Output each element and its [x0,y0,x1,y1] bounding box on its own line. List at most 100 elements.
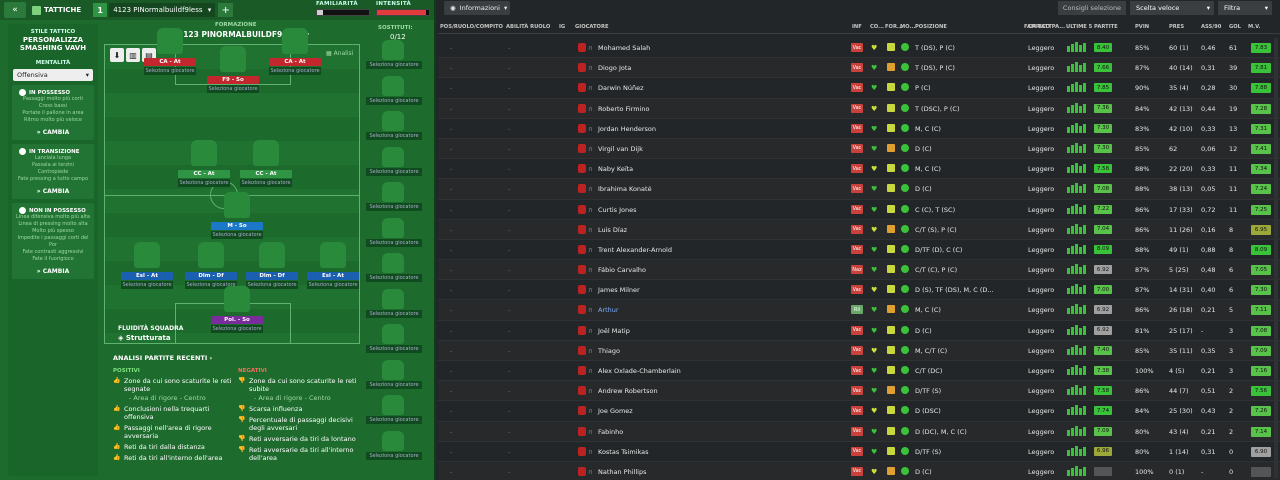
player-name[interactable]: Trent Alexander-Arnold [598,245,672,254]
column-header[interactable]: POSIZIONE [915,24,947,30]
sub-slot[interactable]: Seleziona giocatore [364,217,426,248]
position-role-tag[interactable]: Esl - At [307,272,359,280]
sub-player-select[interactable]: Seleziona giocatore [366,238,422,247]
filtra-button[interactable]: Filtra ▾ [1218,1,1272,15]
table-row[interactable]: - - ∩ Ibrahima Konaté Vac ♥ D (C) Leggero 7.08 88… [438,179,1280,200]
table-row[interactable]: - - ∩ Kostas Tsimikas Vac ♥ D/TF (S) Leggero 6.9… [438,442,1280,462]
tab-tattiche[interactable]: TATTICHE [32,5,81,15]
column-header[interactable]: MO... [900,24,916,30]
player-name[interactable]: Ibrahima Konaté [598,185,652,194]
sub-slot[interactable]: Seleziona giocatore [364,253,426,283]
player-shirt-icon[interactable] [224,286,250,312]
player-name[interactable]: James Milner [598,286,640,295]
player-shirt-icon[interactable] [220,46,246,72]
column-header[interactable]: PRES [1169,24,1185,30]
column-header[interactable]: POS/RUOLO/COMPITO [440,24,503,30]
column-header[interactable]: PVIN [1135,24,1150,30]
position-role-tag[interactable]: Dlm - Df [185,272,237,280]
position-player-select[interactable]: Seleziona giocatore [307,281,359,289]
position-player-select[interactable]: Seleziona giocatore [246,281,298,289]
player-shirt-icon[interactable] [191,140,217,166]
table-row[interactable]: - - ∩ Nathan Phillips Vac ♥ D (C) Leggero 100% 0 … [438,461,1280,480]
sub-slot[interactable]: Seleziona giocatore [364,324,426,354]
position-role-tag[interactable]: M - So [211,222,263,230]
column-header[interactable]: ASS/90 [1201,24,1222,30]
column-header[interactable]: CO... [870,24,885,30]
back-button[interactable]: « [4,2,26,18]
table-row[interactable]: - - ∩ Trent Alexander-Arnold Vac ♥ D/TF (D), C… [438,240,1280,261]
position-player-select[interactable]: Seleziona giocatore [178,179,230,187]
table-row[interactable]: - - ∩ Arthur Ril ♥ M, C (C) Leggero 6.92 86% 26 (1… [438,300,1280,321]
table-row[interactable]: - - ∩ Naby Keïta Vac ♥ M, C (C) Leggero 7.58 88% 2… [438,159,1280,180]
player-name[interactable]: Naby Keïta [598,165,634,174]
player-name[interactable]: Curtis Jones [598,205,637,214]
cambia-button[interactable]: » CAMBIA [15,268,91,275]
position-role-tag[interactable]: F9 - So [207,76,259,84]
sub-slot[interactable]: Seleziona giocatore [364,75,426,106]
column-header[interactable]: ABILITÀ RUOLO [506,24,551,30]
sub-player-select[interactable]: Seleziona giocatore [366,309,422,318]
sub-slot[interactable]: Seleziona giocatore [364,40,426,70]
column-header[interactable]: FOR... [885,24,903,30]
column-header[interactable]: M.V. [1248,24,1261,30]
sub-slot[interactable]: Seleziona giocatore [364,395,426,425]
sub-slot[interactable]: Seleziona giocatore [364,288,426,319]
player-name[interactable]: Nathan Phillips [598,467,647,476]
table-row[interactable]: - - ∩ Darwin Núñez Vac ♥ P (C) Leggero 7.85 90% 35… [438,78,1280,99]
table-row[interactable]: - - ∩ Andrew Robertson Vac ♥ D/TF (S) Leggero 7.… [438,381,1280,402]
table-row[interactable]: - - ∩ Fabinho Vac ♥ D (DC), M, C (C) Leggero 7.0… [438,421,1280,442]
position-player-select[interactable]: Seleziona giocatore [144,67,196,75]
position-player-select[interactable]: Seleziona giocatore [211,231,263,239]
mentalita-select[interactable]: Offensiva ▾ [13,69,93,81]
player-shirt-icon[interactable] [224,192,250,218]
player-name[interactable]: Joël Matip [598,326,630,335]
player-name[interactable]: Joe Gomez [598,407,633,416]
position-player-select[interactable]: Seleziona giocatore [269,67,321,75]
table-row[interactable]: - - ∩ Thiago Vac ♥ M, C/T (C) Leggero 7.40 85% 35 … [438,340,1280,361]
scelta-veloce-button[interactable]: Scelta veloce ▾ [1130,1,1214,15]
sub-player-select[interactable]: Seleziona giocatore [366,61,422,69]
player-shirt-icon[interactable] [198,242,224,268]
table-row[interactable]: - - ∩ Curtis Jones Vac ♥ C (C), T (SC) Leggero 7… [438,200,1280,220]
column-header[interactable]: IG [559,24,566,30]
player-name[interactable]: Luis Díaz [598,225,628,234]
player-name[interactable]: Roberto Firmino [598,104,650,113]
player-name[interactable]: Thiago [598,346,620,355]
tactic-slot-number[interactable]: 1 [93,3,108,17]
sub-player-select[interactable]: Seleziona giocatore [366,96,422,105]
player-name[interactable]: Fábio Carvalho [598,266,647,275]
position-player-select[interactable]: Seleziona giocatore [207,85,259,93]
table-row[interactable]: - - ∩ Jordan Henderson Vac ♥ M, C (C) Leggero 7.… [438,119,1280,139]
sub-player-select[interactable]: Seleziona giocatore [366,274,422,282]
table-row[interactable]: - - ∩ Roberto Firmino Vac ♥ T (DSC), P (C) Legg… [438,98,1280,119]
position-role-tag[interactable]: CA - At [144,58,196,66]
add-tactic-button[interactable]: + [218,3,234,17]
player-name[interactable]: Alex Oxlade-Chamberlain [598,367,681,375]
position-role-tag[interactable]: CC - At [178,170,230,178]
player-shirt-icon[interactable] [157,28,183,54]
stile-tattico-value[interactable]: PERSONALIZZA SMASHING VAVH [19,36,87,52]
position-role-tag[interactable]: Esl - At [121,272,173,280]
table-row[interactable]: - - ∩ Joe Gomez Vac ♥ D (DSC) Leggero 7.74 84% 25 … [438,401,1280,422]
table-row[interactable]: - - ∩ Virgil van Dijk Vac ♥ D (C) Leggero 7.30 85… [438,138,1280,160]
player-name[interactable]: Darwin Núñez [598,84,644,93]
position-player-select[interactable]: Seleziona giocatore [211,325,263,333]
sub-slot[interactable]: Seleziona giocatore [364,430,426,461]
column-header[interactable]: GOL [1229,24,1241,30]
player-name[interactable]: Kostas Tsimikas [598,447,649,456]
player-name[interactable]: Arthur [598,306,619,315]
sub-player-select[interactable]: Seleziona giocatore [366,416,422,424]
table-row[interactable]: - - ∩ Diogo Jota Vac ♥ T (DS), P (C) Leggero 7.6… [438,58,1280,79]
position-role-tag[interactable]: CA - At [269,58,321,66]
player-shirt-icon[interactable] [253,140,279,166]
position-role-tag[interactable]: CC - At [240,170,292,178]
analysis-title[interactable]: ANALISI PARTITE RECENTI › [113,354,213,362]
table-row[interactable]: - - ∩ Joël Matip Vac ♥ D (C) Leggero 6.92 81% 25 (… [438,321,1280,341]
position-role-tag[interactable]: Dlm - Df [246,272,298,280]
position-player-select[interactable]: Seleziona giocatore [185,281,237,289]
player-name[interactable]: Jordan Henderson [598,124,657,133]
player-shirt-icon[interactable] [282,28,308,54]
sub-player-select[interactable]: Seleziona giocatore [366,345,422,353]
bar-chart-icon[interactable]: ▥ [126,48,140,62]
scrollbar[interactable] [1274,38,1278,478]
